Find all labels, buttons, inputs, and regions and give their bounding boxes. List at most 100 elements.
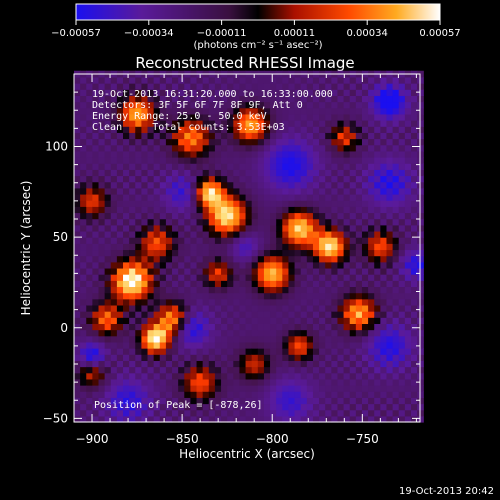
heatmap-cell <box>294 101 302 109</box>
heatmap-cell <box>374 348 381 355</box>
heatmap-cell <box>319 267 326 275</box>
heatmap-cell <box>386 304 394 312</box>
heatmap-cell <box>404 193 412 201</box>
heatmap-cell <box>98 144 106 152</box>
heatmap-cell <box>337 348 345 355</box>
heatmap-cell <box>227 132 234 140</box>
heatmap-cell <box>368 267 375 275</box>
heatmap-cell <box>398 391 406 398</box>
heatmap-cell <box>147 366 155 374</box>
heatmap-cell <box>368 286 375 294</box>
heatmap-cell <box>98 163 106 170</box>
heatmap-cell <box>294 391 302 398</box>
heatmap-cell <box>153 83 161 90</box>
heatmap-cell <box>306 286 314 294</box>
heatmap-cell <box>251 249 259 257</box>
heatmap-cell <box>349 163 357 170</box>
heatmap-cell <box>386 175 394 183</box>
heatmap-cell <box>319 224 326 232</box>
heatmap-cell <box>251 267 259 275</box>
heatmap-cell <box>141 193 149 201</box>
heatmap-cell <box>325 181 332 189</box>
heatmap-cell <box>135 249 142 257</box>
heatmap-cell <box>325 274 332 281</box>
heatmap-cell <box>355 150 363 158</box>
heatmap-cell <box>196 397 204 405</box>
heatmap-cell <box>386 280 394 288</box>
heatmap-cell <box>386 372 394 380</box>
heatmap-cell <box>165 274 173 281</box>
heatmap-cell <box>165 76 173 84</box>
heatmap-cell <box>294 311 302 318</box>
heatmap-cell <box>190 200 198 207</box>
heatmap-cell <box>319 193 326 201</box>
heatmap-cell <box>135 385 142 392</box>
heatmap-cell <box>282 206 290 214</box>
heatmap-cell <box>80 89 87 96</box>
heatmap-cell <box>184 274 192 281</box>
heatmap-cell <box>361 329 369 337</box>
heatmap-cell <box>325 255 332 263</box>
heatmap-cell <box>343 341 351 349</box>
heatmap-cell <box>294 403 302 411</box>
heatmap-cell <box>110 403 118 411</box>
heatmap-cell <box>398 126 406 133</box>
heatmap-cell <box>404 360 412 368</box>
heatmap-cell <box>110 224 118 232</box>
heatmap-cell <box>343 163 351 170</box>
heatmap-cell <box>386 311 394 318</box>
heatmap-cell <box>312 274 320 281</box>
heatmap-cell <box>325 193 332 201</box>
heatmap-cell <box>300 126 308 133</box>
heatmap-cell <box>257 89 265 96</box>
heatmap-cell <box>245 206 253 214</box>
heatmap-cell <box>361 304 369 312</box>
heatmap-cell <box>141 397 149 405</box>
y-tick-label: 0 <box>60 321 68 335</box>
heatmap-cell <box>172 286 179 294</box>
heatmap-cell <box>92 372 100 380</box>
heatmap-cell <box>306 157 314 164</box>
heatmap-cell <box>257 255 265 263</box>
heatmap-cell <box>270 175 277 183</box>
heatmap-cell <box>165 409 173 417</box>
heatmap-cell <box>270 193 277 201</box>
heatmap-cell <box>165 341 173 349</box>
heatmap-cell <box>312 76 320 84</box>
heatmap-cell <box>263 378 271 386</box>
heatmap-cell <box>135 311 142 318</box>
heatmap-cell <box>319 132 326 140</box>
heatmap-cell <box>227 341 234 349</box>
heatmap-cell <box>386 144 394 152</box>
heatmap-cell <box>98 323 106 331</box>
heatmap-cell <box>135 163 142 170</box>
heatmap-cell <box>294 397 302 405</box>
heatmap-cell <box>245 267 253 275</box>
heatmap-cell <box>349 360 357 368</box>
heatmap-cell <box>92 261 100 269</box>
heatmap-cell <box>80 372 87 380</box>
heatmap-cell <box>312 95 320 103</box>
heatmap-cell <box>214 138 222 146</box>
heatmap-cell <box>245 274 253 281</box>
heatmap-cell <box>159 181 167 189</box>
heatmap-cell <box>306 175 314 183</box>
heatmap-cell <box>208 138 216 146</box>
heatmap-cell <box>355 397 363 405</box>
heatmap-cell <box>208 83 216 90</box>
heatmap-cell <box>312 113 320 121</box>
heatmap-cell <box>325 150 332 158</box>
heatmap-cell <box>172 224 179 232</box>
heatmap-cell <box>184 187 192 195</box>
heatmap-cell <box>172 341 179 349</box>
heatmap-cell <box>233 378 241 386</box>
heatmap-cell <box>380 107 388 115</box>
heatmap-cell <box>80 366 87 374</box>
heatmap-cell <box>312 329 320 337</box>
heatmap-cell <box>263 83 271 90</box>
heatmap-cell <box>374 292 381 300</box>
heatmap-cell <box>410 224 418 232</box>
heatmap-cell <box>349 415 357 423</box>
heatmap-cell <box>135 132 142 140</box>
heatmap-cell <box>116 261 124 269</box>
